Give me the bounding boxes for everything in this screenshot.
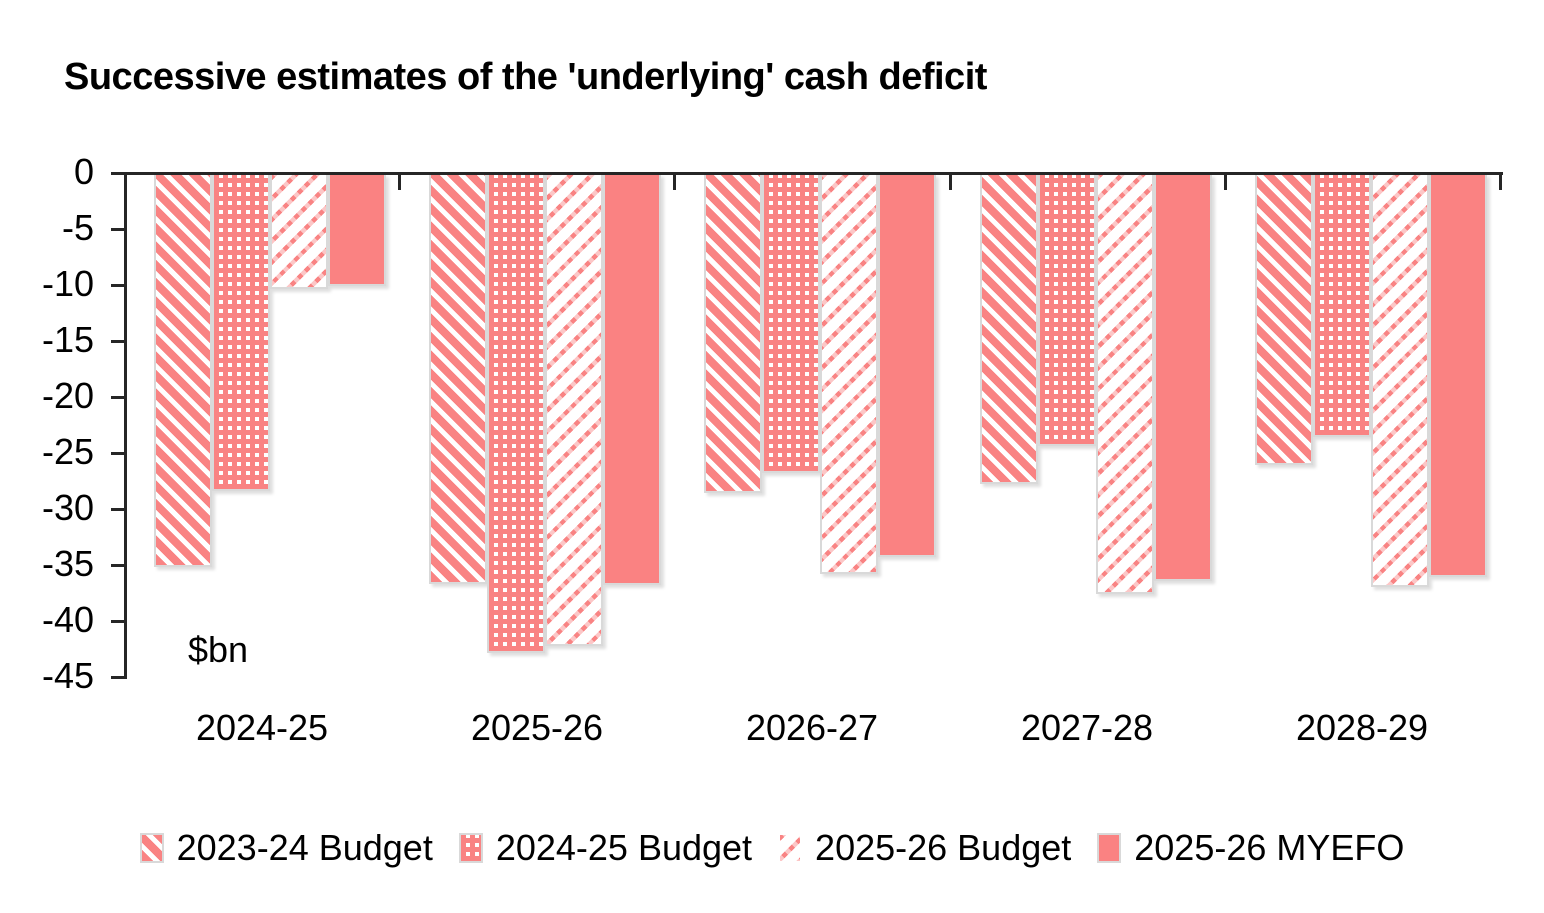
y-axis-tick: [111, 620, 124, 623]
y-axis-line: [124, 172, 127, 679]
bar-2024-25-budget-2024-25: [212, 174, 270, 491]
legend-item-2024-25-budget: 2024-25 Budget: [458, 826, 753, 870]
axis-unit-label: $bn: [188, 629, 249, 670]
bar-2024-25-budget-2026-27: [762, 174, 820, 473]
legend-item-2023-24-budget: 2023-24 Budget: [139, 826, 433, 870]
bar-2024-25-budget-2025-26: [487, 174, 545, 653]
x-axis-category-label: 2028-29: [1295, 707, 1429, 748]
bar-2025-26-myefo-2027-28: [1154, 174, 1212, 581]
x-axis-category-label: 2024-25: [195, 707, 329, 748]
x-axis-category-label: 2026-27: [745, 707, 879, 748]
x-axis-line: [124, 172, 1503, 175]
x-axis-category-label: 2027-28: [1020, 707, 1154, 748]
bar-2025-26-budget-2024-25: [270, 174, 328, 289]
legend-swatch-light-diagonal-icon: [778, 833, 803, 863]
chart-legend: 2023-24 Budget 2024-25 Budget 2025-26 Budg…: [0, 826, 1544, 870]
x-axis-group-tick: [398, 175, 401, 190]
y-axis-tick: [111, 508, 124, 511]
legend-swatch-solid-icon: [1097, 833, 1122, 863]
y-axis-tick-label: -5: [61, 207, 94, 248]
legend-swatch-dotted-grid-icon: [458, 833, 483, 863]
y-axis-tick-label: -20: [41, 375, 94, 416]
y-axis-tick: [111, 676, 124, 679]
y-axis-tick: [111, 396, 124, 399]
y-axis-tick-label: 0: [73, 151, 94, 192]
y-axis-tick-label: -40: [41, 599, 94, 640]
bar-2023-24-budget-2024-25: [154, 174, 212, 567]
bar-2024-25-budget-2028-29: [1313, 174, 1371, 437]
legend-swatch-heavy-diagonal-icon: [139, 833, 164, 863]
y-axis-tick: [111, 564, 124, 567]
y-axis-tick: [111, 340, 124, 343]
x-axis-group-tick: [673, 175, 676, 190]
bar-2023-24-budget-2028-29: [1255, 174, 1313, 465]
chart-title: Successive estimates of the 'underlying'…: [64, 56, 987, 98]
bar-2025-26-myefo-2025-26: [603, 174, 661, 585]
bar-2025-26-budget-2026-27: [820, 174, 878, 574]
bar-2025-26-budget-2028-29: [1371, 174, 1429, 587]
legend-label: 2024-25 Budget: [495, 827, 753, 868]
bar-2025-26-myefo-2026-27: [878, 174, 936, 557]
bar-2025-26-myefo-2028-29: [1429, 174, 1487, 577]
y-axis-tick-label: -10: [41, 263, 94, 304]
legend-label: 2023-24 Budget: [176, 827, 433, 868]
bar-2023-24-budget-2026-27: [704, 174, 762, 493]
y-axis-tick-label: -15: [41, 319, 94, 360]
legend-label: 2025-26 Budget: [815, 827, 1072, 868]
x-axis-group-tick: [1224, 175, 1227, 190]
y-axis-tick: [111, 452, 124, 455]
bar-2024-25-budget-2027-28: [1038, 174, 1096, 446]
legend-item-2025-26-budget: 2025-26 Budget: [778, 826, 1071, 870]
bar-2025-26-budget-2025-26: [545, 174, 603, 646]
y-axis-tick: [111, 172, 124, 175]
legend-item-2025-26-myefo: 2025-26 MYEFO: [1097, 826, 1404, 870]
x-axis-group-tick: [1499, 175, 1502, 190]
bar-2023-24-budget-2025-26: [429, 174, 487, 584]
bar-2025-26-budget-2027-28: [1096, 174, 1154, 594]
y-axis-tick-label: -25: [41, 431, 94, 472]
legend-label: 2025-26 MYEFO: [1134, 827, 1405, 868]
x-axis-group-tick: [949, 175, 952, 190]
y-axis-tick-label: -45: [41, 655, 94, 696]
y-axis-tick: [111, 228, 124, 231]
y-axis-tick-label: -35: [41, 543, 94, 584]
bar-2025-26-myefo-2024-25: [328, 174, 386, 286]
y-axis-tick-label: -30: [41, 487, 94, 528]
x-axis-category-label: 2025-26: [470, 707, 604, 748]
bar-2023-24-budget-2027-28: [980, 174, 1038, 484]
y-axis-tick: [111, 284, 124, 287]
